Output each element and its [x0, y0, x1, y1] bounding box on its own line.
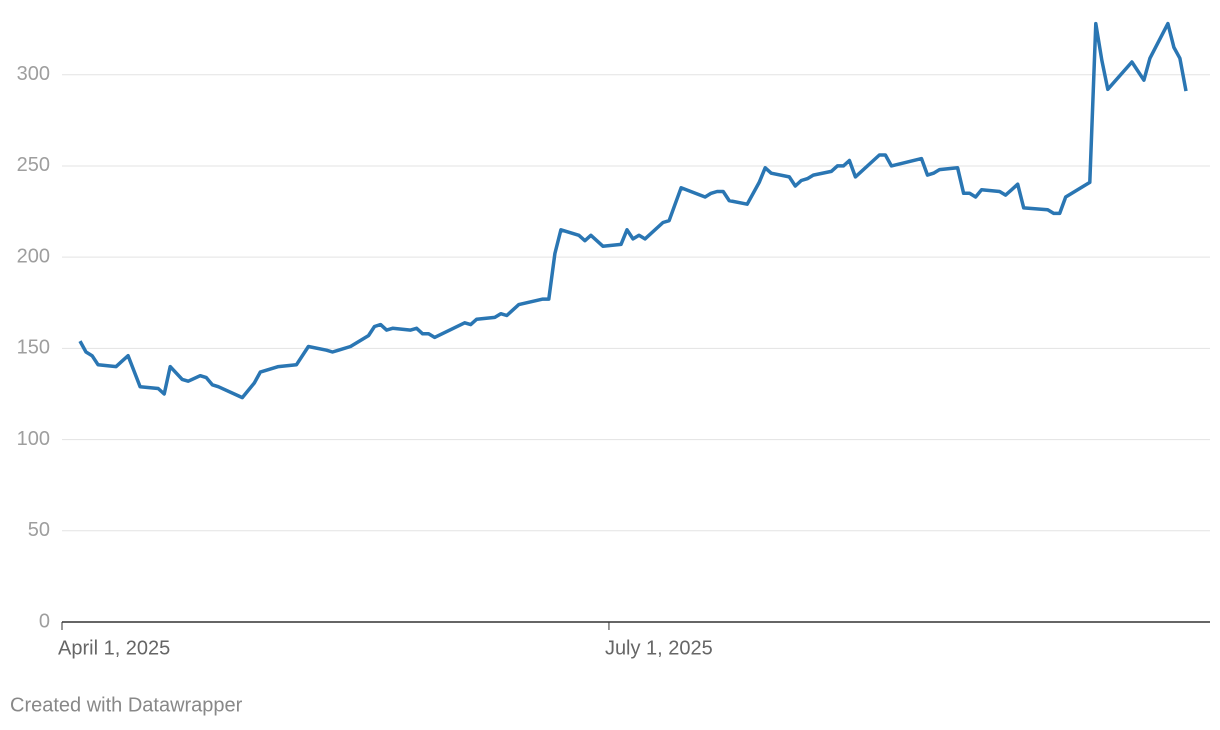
y-tick-label: 0 [39, 610, 50, 632]
y-tick-label: 200 [17, 245, 50, 267]
line [78, 21, 1188, 400]
x-tick-label: April 1, 2025 [58, 637, 170, 659]
y-tick-label: 100 [17, 428, 50, 450]
y-tick-label: 300 [17, 63, 50, 85]
y-tick-label: 150 [17, 337, 50, 359]
y-tick-label: 50 [28, 519, 50, 541]
y-tick-label: 250 [17, 154, 50, 176]
x-tick-label: July 1, 2025 [605, 637, 713, 659]
footer: Created with Datawrapper [10, 694, 243, 716]
